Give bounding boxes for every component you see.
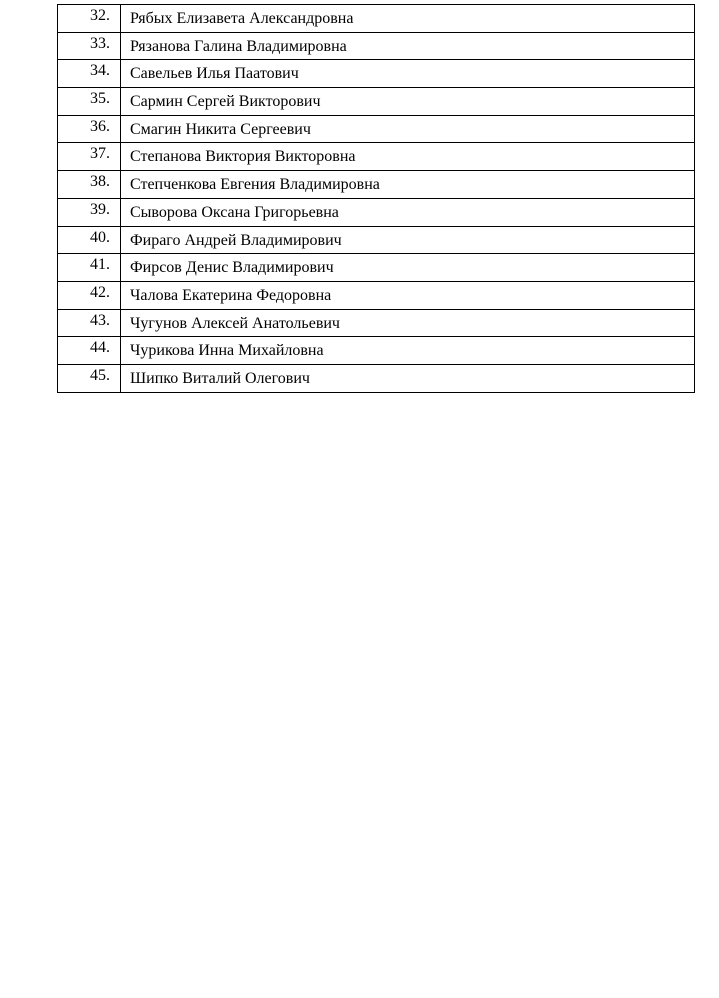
person-name-cell: Фирсов Денис Владимирович	[120, 253, 695, 282]
person-name-cell: Смагин Никита Сергеевич	[120, 114, 695, 144]
person-name-cell: Чурикова Инна Михайловна	[120, 336, 695, 365]
row-number-cell: 34.	[57, 59, 121, 89]
person-name-cell: Сыворова Оксана Григорьевна	[120, 197, 695, 227]
table-row: 32. Рябых Елизавета Александровна	[57, 4, 695, 33]
row-number-cell: 32.	[57, 4, 121, 33]
table-row: 35. Сармин Сергей Викторович	[57, 87, 695, 116]
row-number-cell: 35.	[57, 87, 121, 116]
person-name-cell: Рязанова Галина Владимировна	[120, 31, 695, 61]
person-name-cell: Степченкова Евгения Владимировна	[120, 170, 695, 199]
person-name-cell: Сармин Сергей Викторович	[120, 87, 695, 116]
person-name-cell: Чалова Екатерина Федоровна	[120, 280, 695, 310]
row-number-cell: 40.	[57, 225, 121, 255]
table-row: 40. Фираго Андрей Владимирович	[57, 225, 695, 255]
person-name-cell: Рябых Елизавета Александровна	[120, 4, 695, 33]
table-row: 44. Чурикова Инна Михайловна	[57, 336, 695, 365]
row-number-cell: 37.	[57, 142, 121, 172]
names-table-body: 32. Рябых Елизавета Александровна 33. Ря…	[57, 4, 695, 393]
names-table: 32. Рябых Елизавета Александровна 33. Ря…	[57, 4, 695, 393]
table-row: 45. Шипко Виталий Олегович	[57, 363, 695, 393]
row-number-cell: 33.	[57, 31, 121, 61]
table-row: 36. Смагин Никита Сергеевич	[57, 114, 695, 144]
person-name-cell: Чугунов Алексей Анатольевич	[120, 308, 695, 338]
row-number-cell: 39.	[57, 197, 121, 227]
row-number-cell: 38.	[57, 170, 121, 199]
table-row: 33. Рязанова Галина Владимировна	[57, 31, 695, 61]
row-number-cell: 42.	[57, 280, 121, 310]
row-number-cell: 44.	[57, 336, 121, 365]
person-name-cell: Фираго Андрей Владимирович	[120, 225, 695, 255]
table-row: 39. Сыворова Оксана Григорьевна	[57, 197, 695, 227]
row-number-cell: 43.	[57, 308, 121, 338]
table-row: 43. Чугунов Алексей Анатольевич	[57, 308, 695, 338]
row-number-cell: 36.	[57, 114, 121, 144]
person-name-cell: Степанова Виктория Викторовна	[120, 142, 695, 172]
table-row: 41. Фирсов Денис Владимирович	[57, 253, 695, 282]
row-number-cell: 45.	[57, 363, 121, 393]
row-number-cell: 41.	[57, 253, 121, 282]
table-row: 38. Степченкова Евгения Владимировна	[57, 170, 695, 199]
table-row: 34. Савельев Илья Паатович	[57, 59, 695, 89]
table-row: 37. Степанова Виктория Викторовна	[57, 142, 695, 172]
table-row: 42. Чалова Екатерина Федоровна	[57, 280, 695, 310]
person-name-cell: Савельев Илья Паатович	[120, 59, 695, 89]
person-name-cell: Шипко Виталий Олегович	[120, 363, 695, 393]
